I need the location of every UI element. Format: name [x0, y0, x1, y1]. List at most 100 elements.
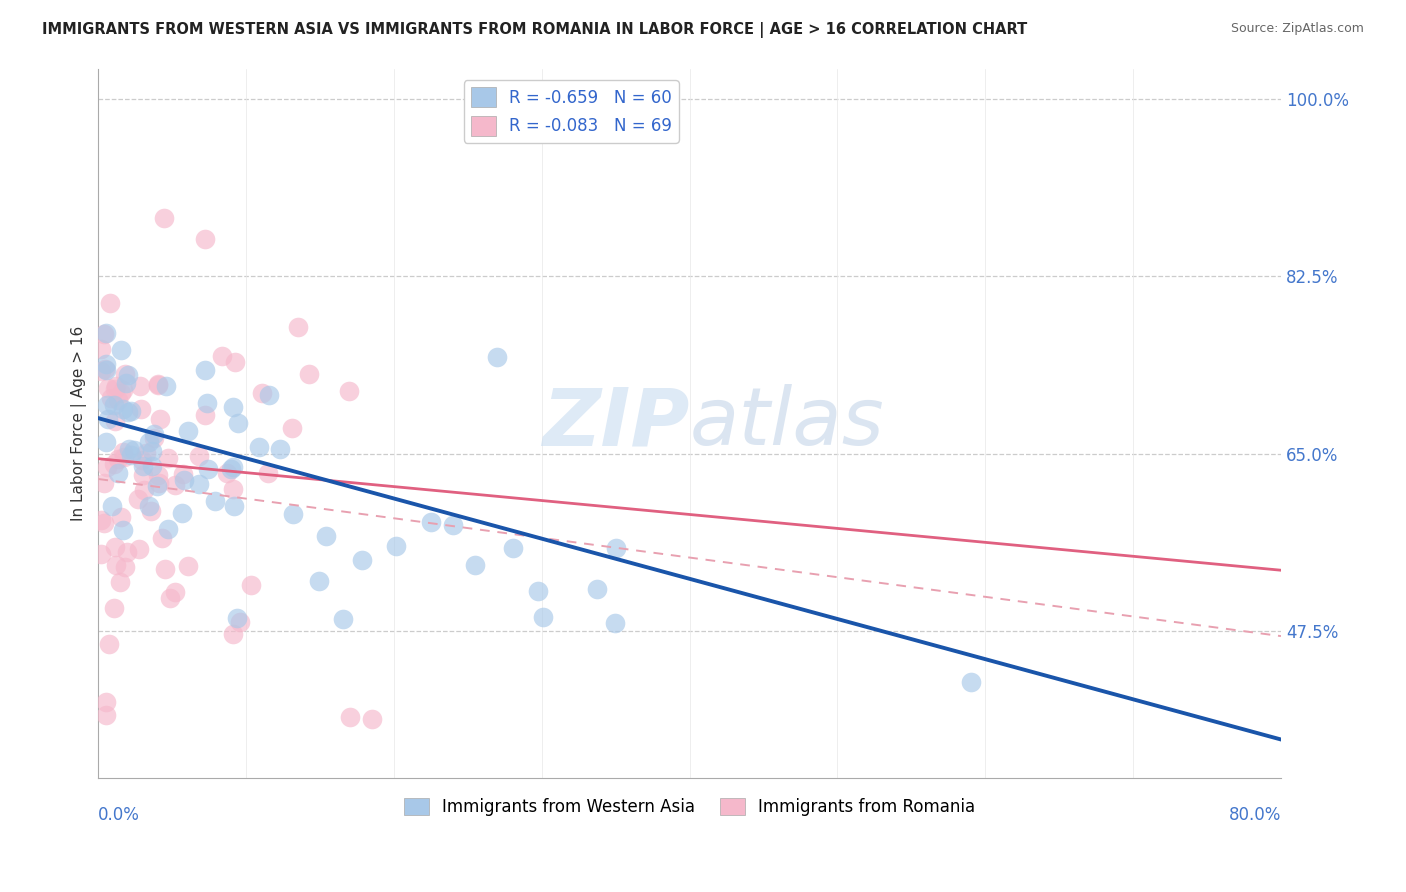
Point: [163, 585, 186, 599]
Point: [384, 539, 406, 553]
Point: [145, 479, 167, 493]
Point: [315, 529, 337, 543]
Point: [605, 541, 627, 555]
Text: Source: ZipAtlas.com: Source: ZipAtlas.com: [1230, 22, 1364, 36]
Point: [337, 384, 360, 398]
Point: [132, 467, 155, 482]
Point: [94, 326, 117, 341]
Point: [170, 506, 193, 520]
Point: [247, 440, 270, 454]
Point: [128, 379, 150, 393]
Point: [112, 450, 135, 465]
Point: [138, 435, 160, 450]
Point: [194, 408, 217, 422]
Point: [107, 452, 129, 467]
Point: [195, 395, 218, 409]
Point: [97, 637, 120, 651]
Point: [527, 583, 550, 598]
Point: [194, 362, 217, 376]
Y-axis label: In Labor Force | Age > 16: In Labor Force | Age > 16: [72, 326, 87, 521]
Point: [104, 382, 127, 396]
Point: [228, 615, 250, 630]
Point: [90, 364, 112, 378]
Point: [177, 424, 200, 438]
Point: [117, 368, 139, 382]
Point: [97, 411, 120, 425]
Point: [129, 401, 152, 416]
Point: [93, 476, 115, 491]
Text: IMMIGRANTS FROM WESTERN ASIA VS IMMIGRANTS FROM ROMANIA IN LABOR FORCE | AGE > 1: IMMIGRANTS FROM WESTERN ASIA VS IMMIGRAN…: [42, 22, 1028, 38]
Point: [224, 355, 246, 369]
Point: [93, 516, 115, 530]
Point: [90, 343, 112, 357]
Point: [219, 461, 242, 475]
Point: [585, 582, 607, 596]
Point: [131, 458, 153, 473]
Point: [103, 540, 125, 554]
Point: [120, 449, 142, 463]
Point: [187, 449, 209, 463]
Point: [94, 362, 117, 376]
Point: [531, 609, 554, 624]
Point: [100, 391, 122, 405]
Point: [111, 384, 134, 398]
Text: 80.0%: 80.0%: [1229, 806, 1281, 824]
Point: [153, 211, 176, 225]
Point: [502, 541, 524, 555]
Point: [420, 515, 443, 529]
Point: [156, 522, 179, 536]
Point: [110, 343, 132, 358]
Point: [107, 392, 129, 407]
Point: [90, 547, 112, 561]
Point: [155, 379, 177, 393]
Point: [94, 435, 117, 450]
Point: [111, 445, 134, 459]
Point: [150, 531, 173, 545]
Point: [117, 404, 139, 418]
Point: [141, 504, 163, 518]
Point: [146, 468, 169, 483]
Point: [159, 591, 181, 605]
Point: [222, 400, 245, 414]
Point: [101, 499, 124, 513]
Point: [103, 600, 125, 615]
Point: [177, 558, 200, 573]
Point: [103, 457, 125, 471]
Legend: Immigrants from Western Asia, Immigrants from Romania: Immigrants from Western Asia, Immigrants…: [396, 791, 983, 823]
Point: [959, 674, 981, 689]
Point: [96, 459, 118, 474]
Point: [222, 459, 245, 474]
Point: [165, 478, 187, 492]
Point: [98, 296, 121, 310]
Point: [115, 376, 138, 390]
Point: [269, 442, 291, 456]
Point: [114, 367, 136, 381]
Point: [117, 545, 139, 559]
Point: [225, 611, 247, 625]
Point: [339, 710, 361, 724]
Point: [287, 320, 309, 334]
Text: 0.0%: 0.0%: [98, 806, 141, 824]
Point: [172, 467, 194, 481]
Point: [135, 446, 157, 460]
Point: [486, 351, 509, 365]
Point: [112, 523, 135, 537]
Point: [132, 483, 155, 498]
Point: [107, 466, 129, 480]
Point: [250, 385, 273, 400]
Point: [90, 513, 112, 527]
Point: [464, 558, 486, 573]
Text: ZIP: ZIP: [543, 384, 690, 462]
Point: [352, 553, 374, 567]
Point: [94, 357, 117, 371]
Point: [194, 232, 217, 246]
Point: [104, 414, 127, 428]
Point: [141, 459, 163, 474]
Text: atlas: atlas: [690, 384, 884, 462]
Point: [128, 541, 150, 556]
Point: [156, 451, 179, 466]
Point: [104, 558, 127, 572]
Point: [257, 388, 280, 402]
Point: [197, 462, 219, 476]
Point: [138, 500, 160, 514]
